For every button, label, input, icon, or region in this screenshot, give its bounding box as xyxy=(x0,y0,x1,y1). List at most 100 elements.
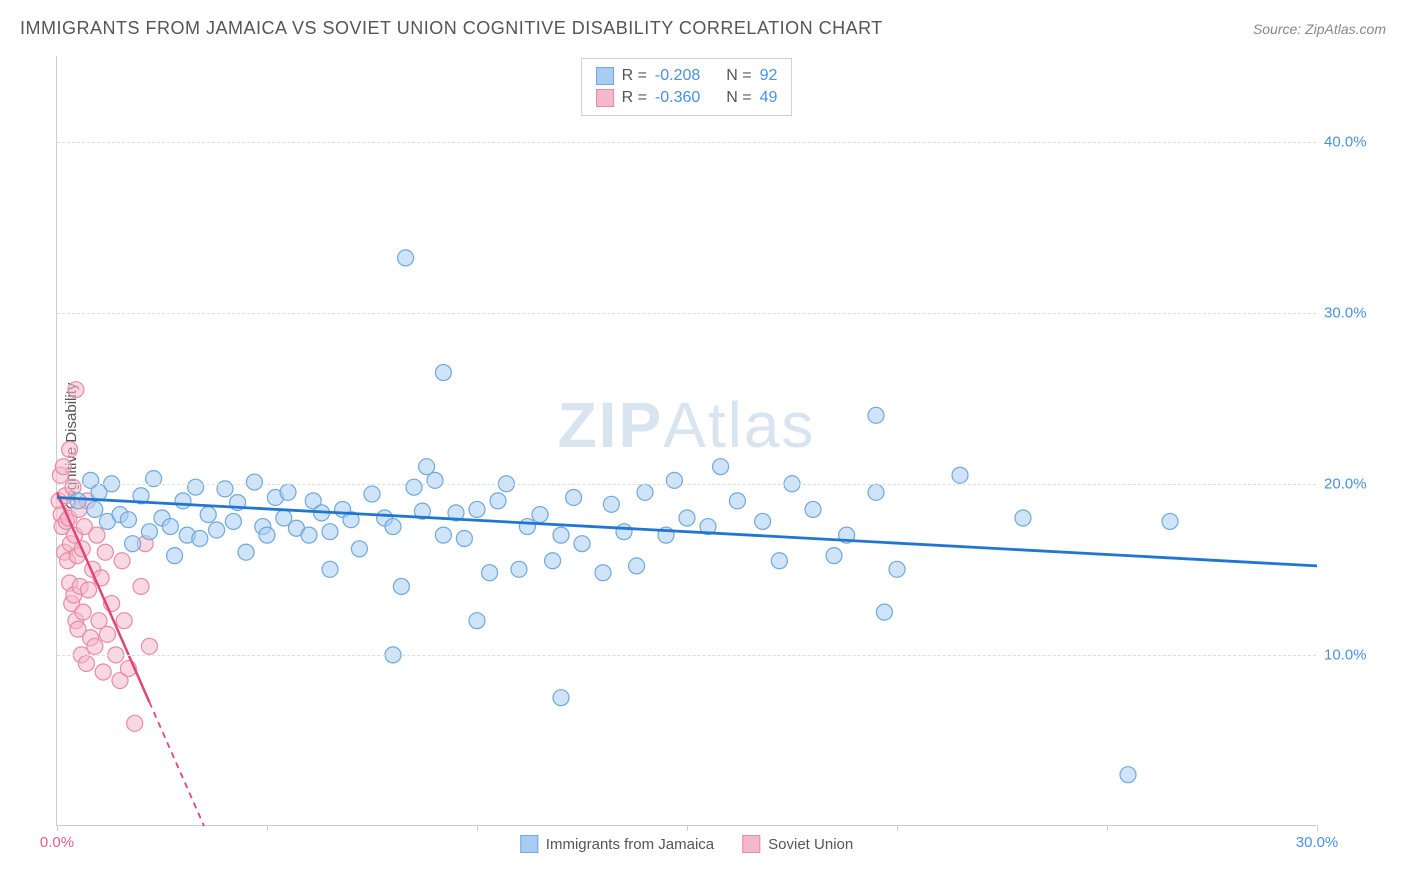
data-point xyxy=(200,507,216,523)
data-point xyxy=(87,501,103,517)
data-point xyxy=(114,553,130,569)
data-point xyxy=(398,250,414,266)
data-point xyxy=(116,613,132,629)
data-point xyxy=(70,493,86,509)
x-tick-label: 30.0% xyxy=(1296,834,1339,851)
data-point xyxy=(482,565,498,581)
data-point xyxy=(175,493,191,509)
data-point xyxy=(162,519,178,535)
data-point xyxy=(81,582,97,598)
data-point xyxy=(238,544,254,560)
legend-label-1: Immigrants from Jamaica xyxy=(546,836,714,853)
gridline-h xyxy=(57,655,1316,656)
data-point xyxy=(75,604,91,620)
x-tick-mark xyxy=(897,825,898,831)
data-point xyxy=(771,553,787,569)
x-tick-mark xyxy=(267,825,268,831)
data-point xyxy=(435,365,451,381)
data-point xyxy=(1162,513,1178,529)
data-point xyxy=(246,474,262,490)
data-point xyxy=(511,561,527,577)
data-point xyxy=(99,626,115,642)
data-point xyxy=(406,479,422,495)
data-point xyxy=(713,459,729,475)
data-point xyxy=(469,501,485,517)
data-point xyxy=(1120,767,1136,783)
data-point xyxy=(167,548,183,564)
data-point xyxy=(120,512,136,528)
n-label-1: N = xyxy=(726,67,751,85)
data-point xyxy=(566,489,582,505)
x-tick-mark xyxy=(57,825,58,831)
r-label-1: R = xyxy=(622,67,647,85)
stats-row-2: R = -0.360 N = 49 xyxy=(596,87,778,109)
data-point xyxy=(209,522,225,538)
data-point xyxy=(889,561,905,577)
data-point xyxy=(532,507,548,523)
data-point xyxy=(545,553,561,569)
x-tick-mark xyxy=(1317,825,1318,831)
y-tick-label: 30.0% xyxy=(1324,304,1380,321)
data-point xyxy=(805,501,821,517)
data-point xyxy=(322,561,338,577)
data-point xyxy=(952,467,968,483)
n-value-1: 92 xyxy=(760,67,778,85)
data-point xyxy=(553,527,569,543)
data-point xyxy=(188,479,204,495)
r-value-2: -0.360 xyxy=(655,89,700,107)
data-point xyxy=(553,690,569,706)
data-point xyxy=(95,664,111,680)
bottom-legend: Immigrants from Jamaica Soviet Union xyxy=(520,835,853,853)
gridline-h xyxy=(57,484,1316,485)
data-point xyxy=(225,513,241,529)
data-point xyxy=(679,510,695,526)
r-label-2: R = xyxy=(622,89,647,107)
data-point xyxy=(259,527,275,543)
data-point xyxy=(141,638,157,654)
chart-canvas xyxy=(57,56,1316,825)
data-point xyxy=(729,493,745,509)
chart-title: IMMIGRANTS FROM JAMAICA VS SOVIET UNION … xyxy=(20,18,883,39)
data-point xyxy=(78,655,94,671)
title-bar: IMMIGRANTS FROM JAMAICA VS SOVIET UNION … xyxy=(20,18,1386,39)
data-point xyxy=(868,407,884,423)
data-point xyxy=(89,527,105,543)
data-point xyxy=(826,548,842,564)
data-point xyxy=(385,519,401,535)
data-point xyxy=(603,496,619,512)
data-point xyxy=(666,472,682,488)
data-point xyxy=(97,544,113,560)
n-value-2: 49 xyxy=(760,89,778,107)
gridline-h xyxy=(57,142,1316,143)
y-tick-label: 10.0% xyxy=(1324,646,1380,663)
legend-label-2: Soviet Union xyxy=(768,836,853,853)
data-point xyxy=(141,524,157,540)
data-point xyxy=(868,484,884,500)
data-point xyxy=(469,613,485,629)
source-label: Source: ZipAtlas.com xyxy=(1253,21,1386,37)
stats-row-1: R = -0.208 N = 92 xyxy=(596,65,778,87)
data-point xyxy=(519,519,535,535)
stats-legend: R = -0.208 N = 92 R = -0.360 N = 49 xyxy=(581,58,793,116)
data-point xyxy=(456,531,472,547)
data-point xyxy=(125,536,141,552)
swatch-series-2 xyxy=(596,89,614,107)
r-value-1: -0.208 xyxy=(655,67,700,85)
data-point xyxy=(301,527,317,543)
data-point xyxy=(427,472,443,488)
data-point xyxy=(574,536,590,552)
y-tick-label: 40.0% xyxy=(1324,133,1380,150)
legend-item-2: Soviet Union xyxy=(742,835,853,853)
data-point xyxy=(1015,510,1031,526)
data-point xyxy=(133,578,149,594)
legend-item-1: Immigrants from Jamaica xyxy=(520,835,714,853)
n-label-2: N = xyxy=(726,89,751,107)
legend-swatch-1 xyxy=(520,835,538,853)
data-point xyxy=(876,604,892,620)
data-point xyxy=(322,524,338,540)
data-point xyxy=(280,484,296,500)
data-point xyxy=(364,486,380,502)
data-point xyxy=(616,524,632,540)
data-point xyxy=(637,484,653,500)
x-tick-mark xyxy=(687,825,688,831)
